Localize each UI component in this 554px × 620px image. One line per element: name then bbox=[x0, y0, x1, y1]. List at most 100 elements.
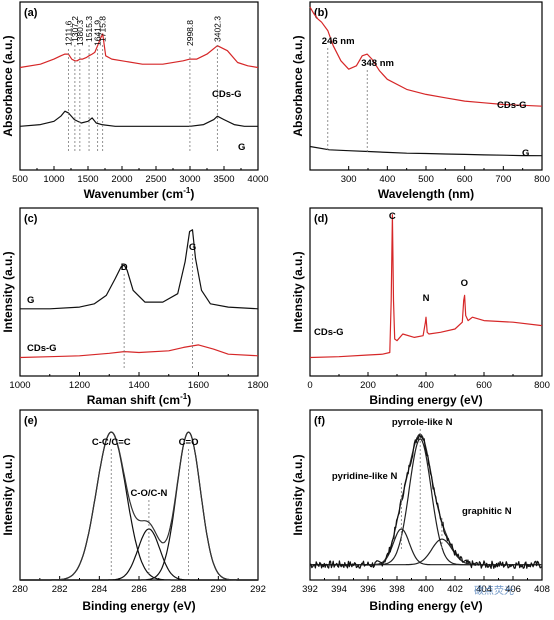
panel-f-x-tick-label: 408 bbox=[534, 584, 550, 595]
panel-b-x-tick-label: 700 bbox=[495, 174, 511, 185]
panel-f-x-tick-label: 406 bbox=[505, 584, 521, 595]
panel-d-x-tick-label: 600 bbox=[476, 380, 492, 391]
panel-c: (c) 1000 1200 1400 1600 1800 D G Raman shift (… bbox=[1, 207, 269, 407]
panel-e: (e) 280 282 284 286 288 290 292 C-C/C=C C-O/C-N C… bbox=[1, 409, 266, 613]
panel-f-component-label: pyridine-like N bbox=[332, 471, 398, 482]
panel-e-component-label: C=O bbox=[179, 437, 199, 448]
panel-c-label: (c) bbox=[24, 213, 38, 225]
panel-b-x-tick-label: 500 bbox=[418, 174, 434, 185]
panel-c-band-label: D bbox=[121, 262, 128, 273]
panel-e-x-tick-label: 286 bbox=[131, 584, 147, 595]
panel-e-component-label: C-O/C-N bbox=[130, 488, 167, 499]
panel-c-series-0 bbox=[20, 229, 259, 310]
panel-b-series-0 bbox=[309, 6, 543, 107]
panel-f-component-1 bbox=[310, 438, 542, 566]
panel-e-x-tick-label: 284 bbox=[91, 584, 107, 595]
panel-c-legend-cdsg: CDs-G bbox=[27, 343, 57, 354]
panel-a-peak-label: 1715.8 bbox=[98, 16, 108, 42]
panel-a-x-axis-label: Wavenumber (cm-1) bbox=[84, 186, 195, 201]
panel-f-frame bbox=[309, 409, 543, 581]
panel-d-x-axis-label: Binding energy (eV) bbox=[369, 393, 482, 407]
panel-b-x-axis-label: Wavelength (nm) bbox=[378, 187, 474, 201]
panel-c-legend-g: G bbox=[27, 295, 34, 306]
panel-c-x-tick-label: 1000 bbox=[9, 380, 30, 391]
panel-f-x-tick-label: 402 bbox=[447, 584, 463, 595]
panel-a-peak-label: 1380.3 bbox=[75, 20, 85, 46]
panel-d-element-label: O bbox=[461, 278, 468, 289]
panel-f-x-tick-label: 392 bbox=[302, 584, 318, 595]
panel-a-legend-g: G bbox=[238, 142, 245, 153]
panel-a-peak-label: 1307.2 bbox=[70, 16, 80, 42]
panel-f-x-tick-label: 396 bbox=[360, 584, 376, 595]
panel-f-x-tick-label: 398 bbox=[389, 584, 405, 595]
panel-a-series-1 bbox=[19, 110, 258, 127]
panel-a-y-axis-label: Absorbance (a.u.) bbox=[1, 35, 15, 136]
panel-f-x-tick-label: 394 bbox=[331, 584, 347, 595]
panel-e-x-tick-label: 292 bbox=[250, 584, 266, 595]
panel-e-x-axis-label: Binding energy (eV) bbox=[82, 599, 195, 613]
panel-c-x-tick-label: 1600 bbox=[188, 380, 209, 391]
panel-b-x-tick-label: 400 bbox=[379, 174, 395, 185]
panel-a-x-tick-label: 2500 bbox=[145, 174, 166, 185]
panel-f-component-label: graphitic N bbox=[462, 506, 512, 517]
panel-b-peak-label: 348 nm bbox=[361, 58, 394, 69]
panel-e-y-axis-label: Intensity (a.u.) bbox=[1, 454, 15, 535]
panel-f: (f) 392 394 396 398 400 402 404 406 408 pyridine-… bbox=[291, 409, 550, 613]
panel-e-component-0 bbox=[20, 431, 258, 581]
panel-a: (a) 500 1000 1500 2000 2500 3000 3500 4000 1211.… bbox=[1, 1, 269, 201]
panel-b-x-tick-label: 800 bbox=[534, 174, 550, 185]
panel-a-legend-cdsg: CDs-G bbox=[212, 89, 242, 100]
panel-a-peak-label: 1641.9 bbox=[93, 20, 103, 46]
panel-d-legend-cdsg: CDs-G bbox=[314, 327, 344, 338]
panel-f-label: (f) bbox=[314, 415, 325, 427]
panel-e-x-tick-label: 288 bbox=[171, 584, 187, 595]
panel-b-x-tick-label: 300 bbox=[341, 174, 357, 185]
panel-c-band-label: G bbox=[189, 242, 196, 253]
panel-f-x-tick-label: 400 bbox=[418, 584, 434, 595]
panel-b-series-1 bbox=[309, 145, 543, 157]
panel-a-peak-label: 2998.8 bbox=[185, 20, 195, 46]
panel-c-x-tick-label: 1800 bbox=[247, 380, 268, 391]
panel-c-y-axis-label: Intensity (a.u.) bbox=[1, 251, 15, 332]
panel-c-x-tick-label: 1200 bbox=[69, 380, 90, 391]
panel-b-y-axis-label: Absorbance (a.u.) bbox=[291, 35, 305, 136]
panel-d: (d) 0 200 400 600 800 C N O Binding energy (eV)… bbox=[291, 207, 550, 407]
panel-d-label: (d) bbox=[314, 213, 328, 225]
panel-b-x-tick-label: 600 bbox=[457, 174, 473, 185]
panel-a-peak-label: 1211.6 bbox=[63, 20, 73, 46]
panel-e-component-label: C-C/C=C bbox=[92, 437, 131, 448]
panel-d-element-label: N bbox=[423, 293, 430, 304]
panel-a-x-tick-label: 1500 bbox=[77, 174, 98, 185]
panel-e-x-tick-label: 290 bbox=[210, 584, 226, 595]
panel-a-x-tick-label: 500 bbox=[12, 174, 28, 185]
panel-e-component-2 bbox=[20, 431, 258, 581]
panel-f-component-2 bbox=[310, 538, 542, 566]
panel-e-x-tick-label: 280 bbox=[12, 584, 28, 595]
panel-e-label: (e) bbox=[24, 415, 38, 427]
panel-d-x-tick-label: 400 bbox=[418, 380, 434, 391]
panel-e-envelope bbox=[20, 431, 258, 581]
panel-f-x-axis-label: Binding energy (eV) bbox=[369, 599, 482, 613]
panel-c-x-axis-label: Raman shift (cm-1) bbox=[87, 392, 191, 407]
panel-c-series-1 bbox=[19, 344, 259, 359]
panel-d-series-0 bbox=[309, 214, 543, 359]
panel-a-x-tick-label: 1000 bbox=[43, 174, 64, 185]
panel-d-x-tick-label: 800 bbox=[534, 380, 550, 391]
panel-f-y-axis-label: Intensity (a.u.) bbox=[291, 454, 305, 535]
panel-e-x-tick-label: 282 bbox=[52, 584, 68, 595]
panel-a-label: (a) bbox=[24, 7, 38, 19]
panel-d-y-axis-label: Intensity (a.u.) bbox=[291, 251, 305, 332]
panel-f-measured-trace bbox=[309, 433, 543, 570]
panel-d-frame bbox=[309, 207, 543, 377]
panel-b: (b) 300 400 500 600 700 800 246 nm 348 nm Wavel… bbox=[291, 1, 550, 201]
panel-a-x-tick-label: 4000 bbox=[247, 174, 268, 185]
watermark-text: 碳点荧光 bbox=[474, 584, 514, 597]
panel-a-x-tick-label: 2000 bbox=[111, 174, 132, 185]
panel-a-peak-label: 3402.3 bbox=[212, 16, 222, 42]
panel-b-peak-label: 246 nm bbox=[322, 36, 355, 47]
panel-f-x-tick-label: 404 bbox=[476, 584, 492, 595]
panel-d-element-label: C bbox=[389, 211, 396, 222]
panel-b-frame bbox=[309, 1, 543, 171]
panel-a-x-tick-label: 3500 bbox=[213, 174, 234, 185]
